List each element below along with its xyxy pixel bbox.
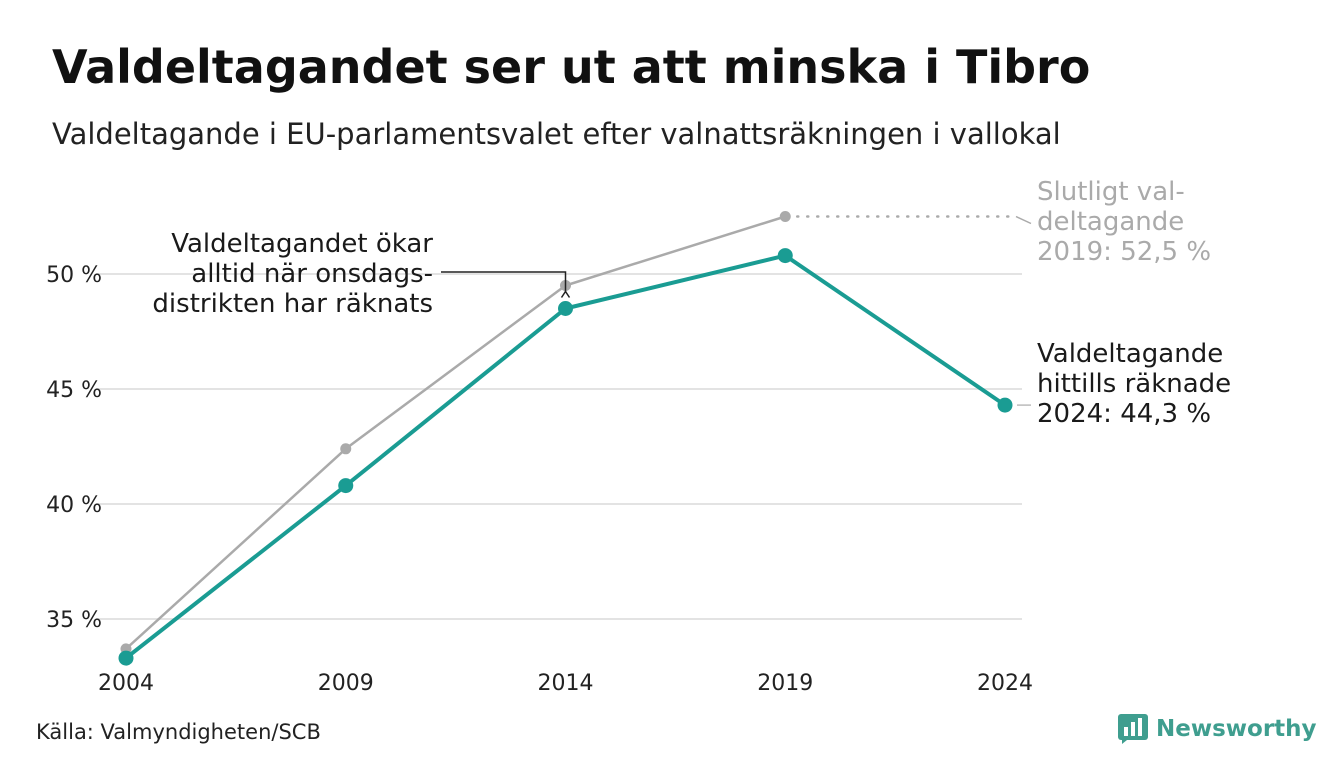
x-tick-label: 2004: [98, 671, 154, 696]
data-point-counted: [777, 248, 793, 264]
annotation-final-line: 2019: 52,5 %: [1037, 237, 1211, 267]
x-tick-label: 2009: [318, 671, 374, 696]
annotation-counted-line: 2024: 44,3 %: [1037, 399, 1211, 429]
y-tick-label: 45 %: [46, 378, 102, 403]
x-axis-tick-labels: 2004 2009 2014 2019 2024: [98, 671, 1033, 696]
chart-title: Valdeltagandet ser ut att minska i Tibro: [52, 40, 1091, 94]
series-line-final: [124, 215, 787, 651]
y-tick-label: 50 %: [46, 263, 102, 288]
annotation-counted-line: Valdeltagande: [1037, 339, 1223, 369]
annotation-left-line: distrikten har räknats: [152, 289, 433, 319]
annotation-final-tick: [1015, 215, 1032, 225]
y-tick-label: 35 %: [46, 608, 102, 633]
data-point-counted: [338, 478, 354, 494]
data-point-final: [779, 211, 791, 222]
gridlines: [96, 273, 1022, 620]
brand-name: Newsworthy: [1156, 716, 1317, 742]
y-axis-tick-labels: 35 % 40 % 45 % 50 %: [46, 263, 102, 633]
source-note: Källa: Valmyndigheten/SCB: [36, 720, 321, 744]
newsworthy-logo-icon: [1118, 714, 1148, 744]
annotation-final-line: deltagande: [1037, 207, 1184, 237]
y-tick-label: 40 %: [46, 493, 102, 518]
annotation-counted-line: hittills räknade: [1037, 369, 1231, 399]
annotation-left-line: Valdeltagandet ökar: [171, 229, 433, 259]
brand-logo: Newsworthy: [1118, 714, 1317, 744]
series-points: [118, 211, 1013, 666]
data-point-counted: [558, 301, 573, 316]
data-point-counted: [997, 397, 1013, 413]
annotation-left-line: alltid när onsdags-: [191, 259, 433, 289]
x-tick-label: 2019: [757, 671, 813, 696]
data-point-final: [340, 443, 352, 455]
annotation-arrow: [441, 271, 567, 292]
x-tick-label: 2014: [538, 671, 594, 696]
annotation-arrowhead: [560, 290, 571, 298]
data-point-counted: [118, 650, 134, 666]
chart-subtitle: Valdeltagande i EU-parlamentsvalet efter…: [52, 117, 1061, 151]
annotation-final-line: Slutligt val-: [1037, 177, 1185, 207]
x-tick-label: 2024: [977, 671, 1033, 696]
